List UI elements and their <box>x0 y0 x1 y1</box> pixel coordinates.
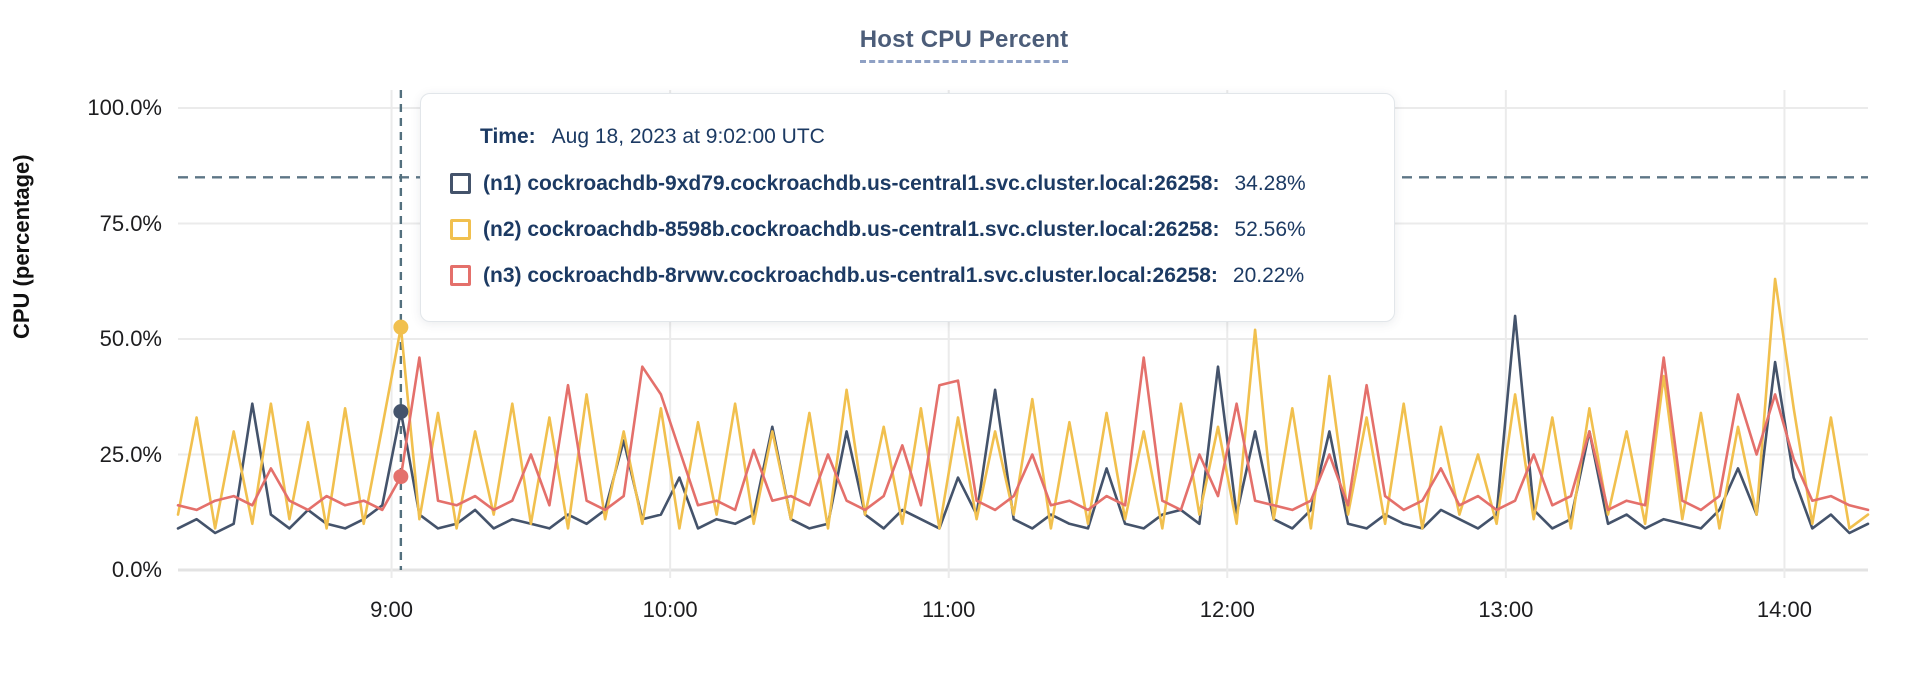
hover-point-n2 <box>393 319 409 335</box>
tooltip-row-n3: (n3) cockroachdb-8rvwv.cockroachdb.us-ce… <box>450 263 1394 288</box>
y-axis-title: CPU (percentage) <box>9 154 34 339</box>
series-value-n3: 20.22% <box>1232 264 1305 287</box>
series-line-n2[interactable] <box>176 277 1870 530</box>
tooltip-time-row: Time: Aug 18, 2023 at 9:02:00 UTC <box>480 124 1394 150</box>
series-value-n2: 52.56% <box>1234 218 1306 241</box>
y-tick-label-25: 25.0% <box>99 441 162 467</box>
y-tick-label-50: 50.0% <box>99 326 162 351</box>
chart-title-wrap: Host CPU Percent <box>0 26 1928 63</box>
series-label-n1: (n1) cockroachdb-9xd79.cockroachdb.us-ce… <box>483 172 1220 195</box>
x-tick-label-13:00: 13:00 <box>1478 597 1534 622</box>
chart-title: Host CPU Percent <box>859 26 1069 63</box>
hover-point-n3 <box>393 469 409 485</box>
series-label-n3: (n3) cockroachdb-8rvwv.cockroachdb.us-ce… <box>483 264 1218 287</box>
series-swatch-n3 <box>450 265 471 286</box>
x-tick-label-14:00: 14:00 <box>1756 597 1812 622</box>
x-tick-label-11:00: 11:00 <box>921 597 976 622</box>
series-line-n3[interactable] <box>176 356 1870 512</box>
tooltip-row-n1: (n1) cockroachdb-9xd79.cockroachdb.us-ce… <box>450 171 1394 196</box>
tooltip-row-n2: (n2) cockroachdb-8598b.cockroachdb.us-ce… <box>450 217 1394 242</box>
series-line-n1[interactable] <box>176 314 1870 535</box>
tooltip-series-rows: (n1) cockroachdb-9xd79.cockroachdb.us-ce… <box>450 171 1394 288</box>
hover-tooltip: Time: Aug 18, 2023 at 9:02:00 UTC (n1) co… <box>420 93 1395 322</box>
x-tick-label-9:00: 9:00 <box>370 597 413 622</box>
hover-point-n1 <box>393 404 409 420</box>
x-tick-label-12:00: 12:00 <box>1199 597 1255 622</box>
y-tick-label-0: 0.0% <box>111 557 162 582</box>
series-swatch-n2 <box>450 219 471 240</box>
tooltip-time-label: Time: <box>480 125 536 148</box>
x-tick-label-10:00: 10:00 <box>642 597 698 622</box>
y-tick-label-100: 100.0% <box>87 95 162 120</box>
y-tick-label-75: 75.0% <box>99 210 162 236</box>
series-value-n1: 34.28% <box>1234 172 1306 195</box>
series-swatch-n1 <box>450 173 471 194</box>
tooltip-time-value: Aug 18, 2023 at 9:02:00 UTC <box>551 125 825 148</box>
series-label-n2: (n2) cockroachdb-8598b.cockroachdb.us-ce… <box>483 218 1220 241</box>
